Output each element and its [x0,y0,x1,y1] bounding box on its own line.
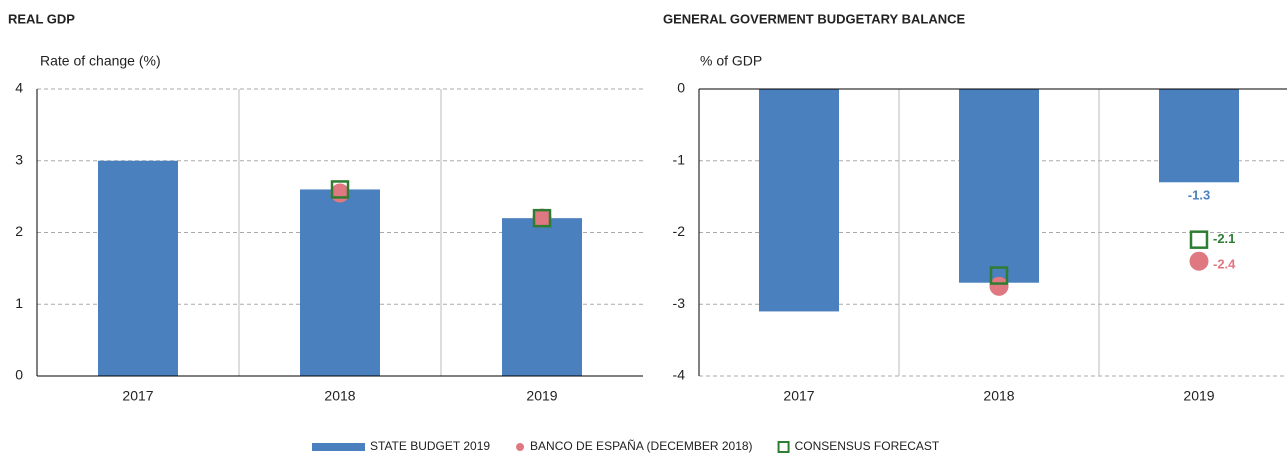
y-tick-label: 3 [15,151,23,167]
y-axis-label: Rate of change (%) [40,53,161,69]
x-tick-label: 2018 [983,388,1014,404]
y-tick-label: -3 [673,295,686,311]
bar [759,89,839,312]
marker-square [532,208,552,228]
bar [300,189,380,376]
legend-swatch [312,443,365,451]
x-tick-label: 2019 [1183,388,1214,404]
bar [502,218,582,376]
y-axis-label: % of GDP [700,53,762,69]
y-tick-label: -2 [673,223,686,239]
y-tick-label: -4 [673,367,686,383]
value-label: -2.4 [1213,257,1236,272]
chart-title: REAL GDP [8,11,75,26]
legend-label: BANCO DE ESPAÑA (DECEMBER 2018) [530,439,753,453]
y-tick-label: 1 [15,295,23,311]
x-tick-label: 2017 [122,388,153,404]
marker-circle [532,208,552,228]
x-tick-label: 2017 [783,388,814,404]
legend-swatch [777,441,790,453]
bar [959,89,1039,283]
bar [98,160,178,376]
value-label: -2.1 [1213,231,1235,246]
y-tick-label: 0 [15,367,23,383]
marker-circle [1189,251,1209,271]
marker-circle [330,183,350,203]
y-tick-label: 2 [15,223,23,239]
legend-label: CONSENSUS FORECAST [795,439,940,453]
marker-circle [989,276,1009,296]
marker-square [330,180,350,199]
y-tick-label: 0 [677,80,685,96]
chart-title: GENERAL GOVERMENT BUDGETARY BALANCE [663,11,965,26]
marker-square [989,266,1009,285]
legend-swatch [516,443,525,451]
legend-label: STATE BUDGET 2019 [370,439,490,453]
bar [1159,89,1239,183]
value-label: -1.3 [1188,188,1210,203]
y-tick-label: -1 [673,151,686,167]
y-tick-label: 4 [15,80,23,96]
x-tick-label: 2018 [324,388,355,404]
marker-square [1189,230,1209,249]
x-tick-label: 2019 [526,388,557,404]
